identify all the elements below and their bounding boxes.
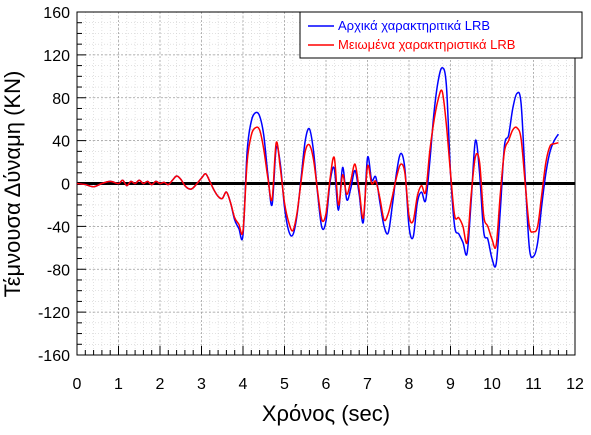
- x-tick-label: 6: [322, 376, 331, 393]
- x-tick-labels: 0 1 2 3 4 5 6 7 8 9 10 11 12: [73, 376, 584, 393]
- series-group: [76, 66, 560, 268]
- x-tick-label: 3: [197, 376, 206, 393]
- y-tick-label: 40: [52, 134, 70, 151]
- y-tick-label: 80: [52, 91, 70, 108]
- y-tick-label: 0: [61, 177, 70, 194]
- y-tick-label: -80: [47, 262, 70, 279]
- y-tick-label: -120: [38, 305, 70, 322]
- x-tick-label: 2: [156, 376, 165, 393]
- legend-box: [299, 11, 583, 59]
- x-tick-label: 8: [405, 376, 414, 393]
- x-tick-label: 5: [280, 376, 289, 393]
- legend-label-series-2: Μειωμένα χαρακτηριστικά LRB: [338, 37, 515, 52]
- y-tick-label: -40: [47, 219, 70, 236]
- x-tick-label: 9: [446, 376, 455, 393]
- x-tick-label: 1: [114, 376, 123, 393]
- x-tick-label: 7: [363, 376, 372, 393]
- y-tick-label: 120: [43, 48, 70, 65]
- axis-ticks: [76, 11, 576, 356]
- y-axis-title: Τέμνουσα Δύναμη (KN): [0, 71, 25, 298]
- x-tick-label: 11: [525, 376, 542, 393]
- x-axis-title: Χρόνος (sec): [262, 401, 390, 426]
- legend: Αρχικά χαρακτηριτικά LRB Μειωμένα χαρακτ…: [299, 11, 583, 59]
- y-tick-label: -160: [38, 348, 70, 365]
- x-tick-label: 0: [73, 376, 82, 393]
- x-tick-label: 4: [239, 376, 248, 393]
- y-tick-label: 160: [43, 5, 70, 22]
- x-tick-label: 12: [566, 376, 584, 393]
- x-tick-label: 10: [483, 376, 501, 393]
- series-line-2: [76, 89, 559, 250]
- y-tick-labels: 160 120 80 40 0 -40 -80 -120 -160: [38, 5, 70, 365]
- legend-label-series-1: Αρχικά χαρακτηριτικά LRB: [338, 18, 490, 33]
